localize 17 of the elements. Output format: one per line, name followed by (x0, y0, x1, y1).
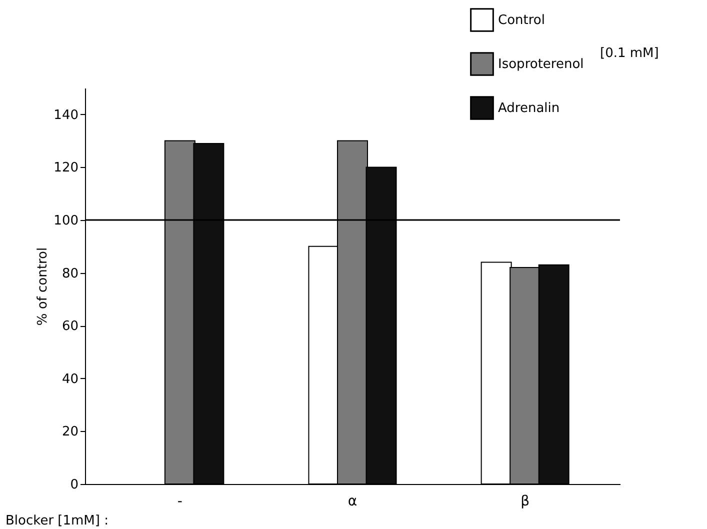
y-tick-label: 100 (54, 214, 78, 228)
y-tick-label: 120 (54, 160, 78, 176)
y-tick-label: 0 (70, 478, 78, 492)
y-tick-label: 60 (62, 319, 78, 334)
y-axis-title: % of control (36, 247, 51, 326)
legend-label: Adrenalin (498, 101, 560, 116)
y-tick-label: 80 (62, 266, 78, 282)
x-axis-title: Blocker [1mM] : (6, 514, 108, 528)
y-tick-label: 140 (54, 108, 78, 123)
text: [0.1 mM] (600, 46, 659, 61)
y-tick-label: 20 (62, 424, 78, 440)
legend-label: Isoproterenol (498, 57, 584, 72)
x-tick-label: β (520, 494, 530, 510)
x-tick-label: α (348, 494, 358, 510)
legend-label: Control (498, 13, 545, 28)
x-tick-label: - (177, 494, 182, 510)
y-tick-label: 40 (62, 372, 78, 387)
